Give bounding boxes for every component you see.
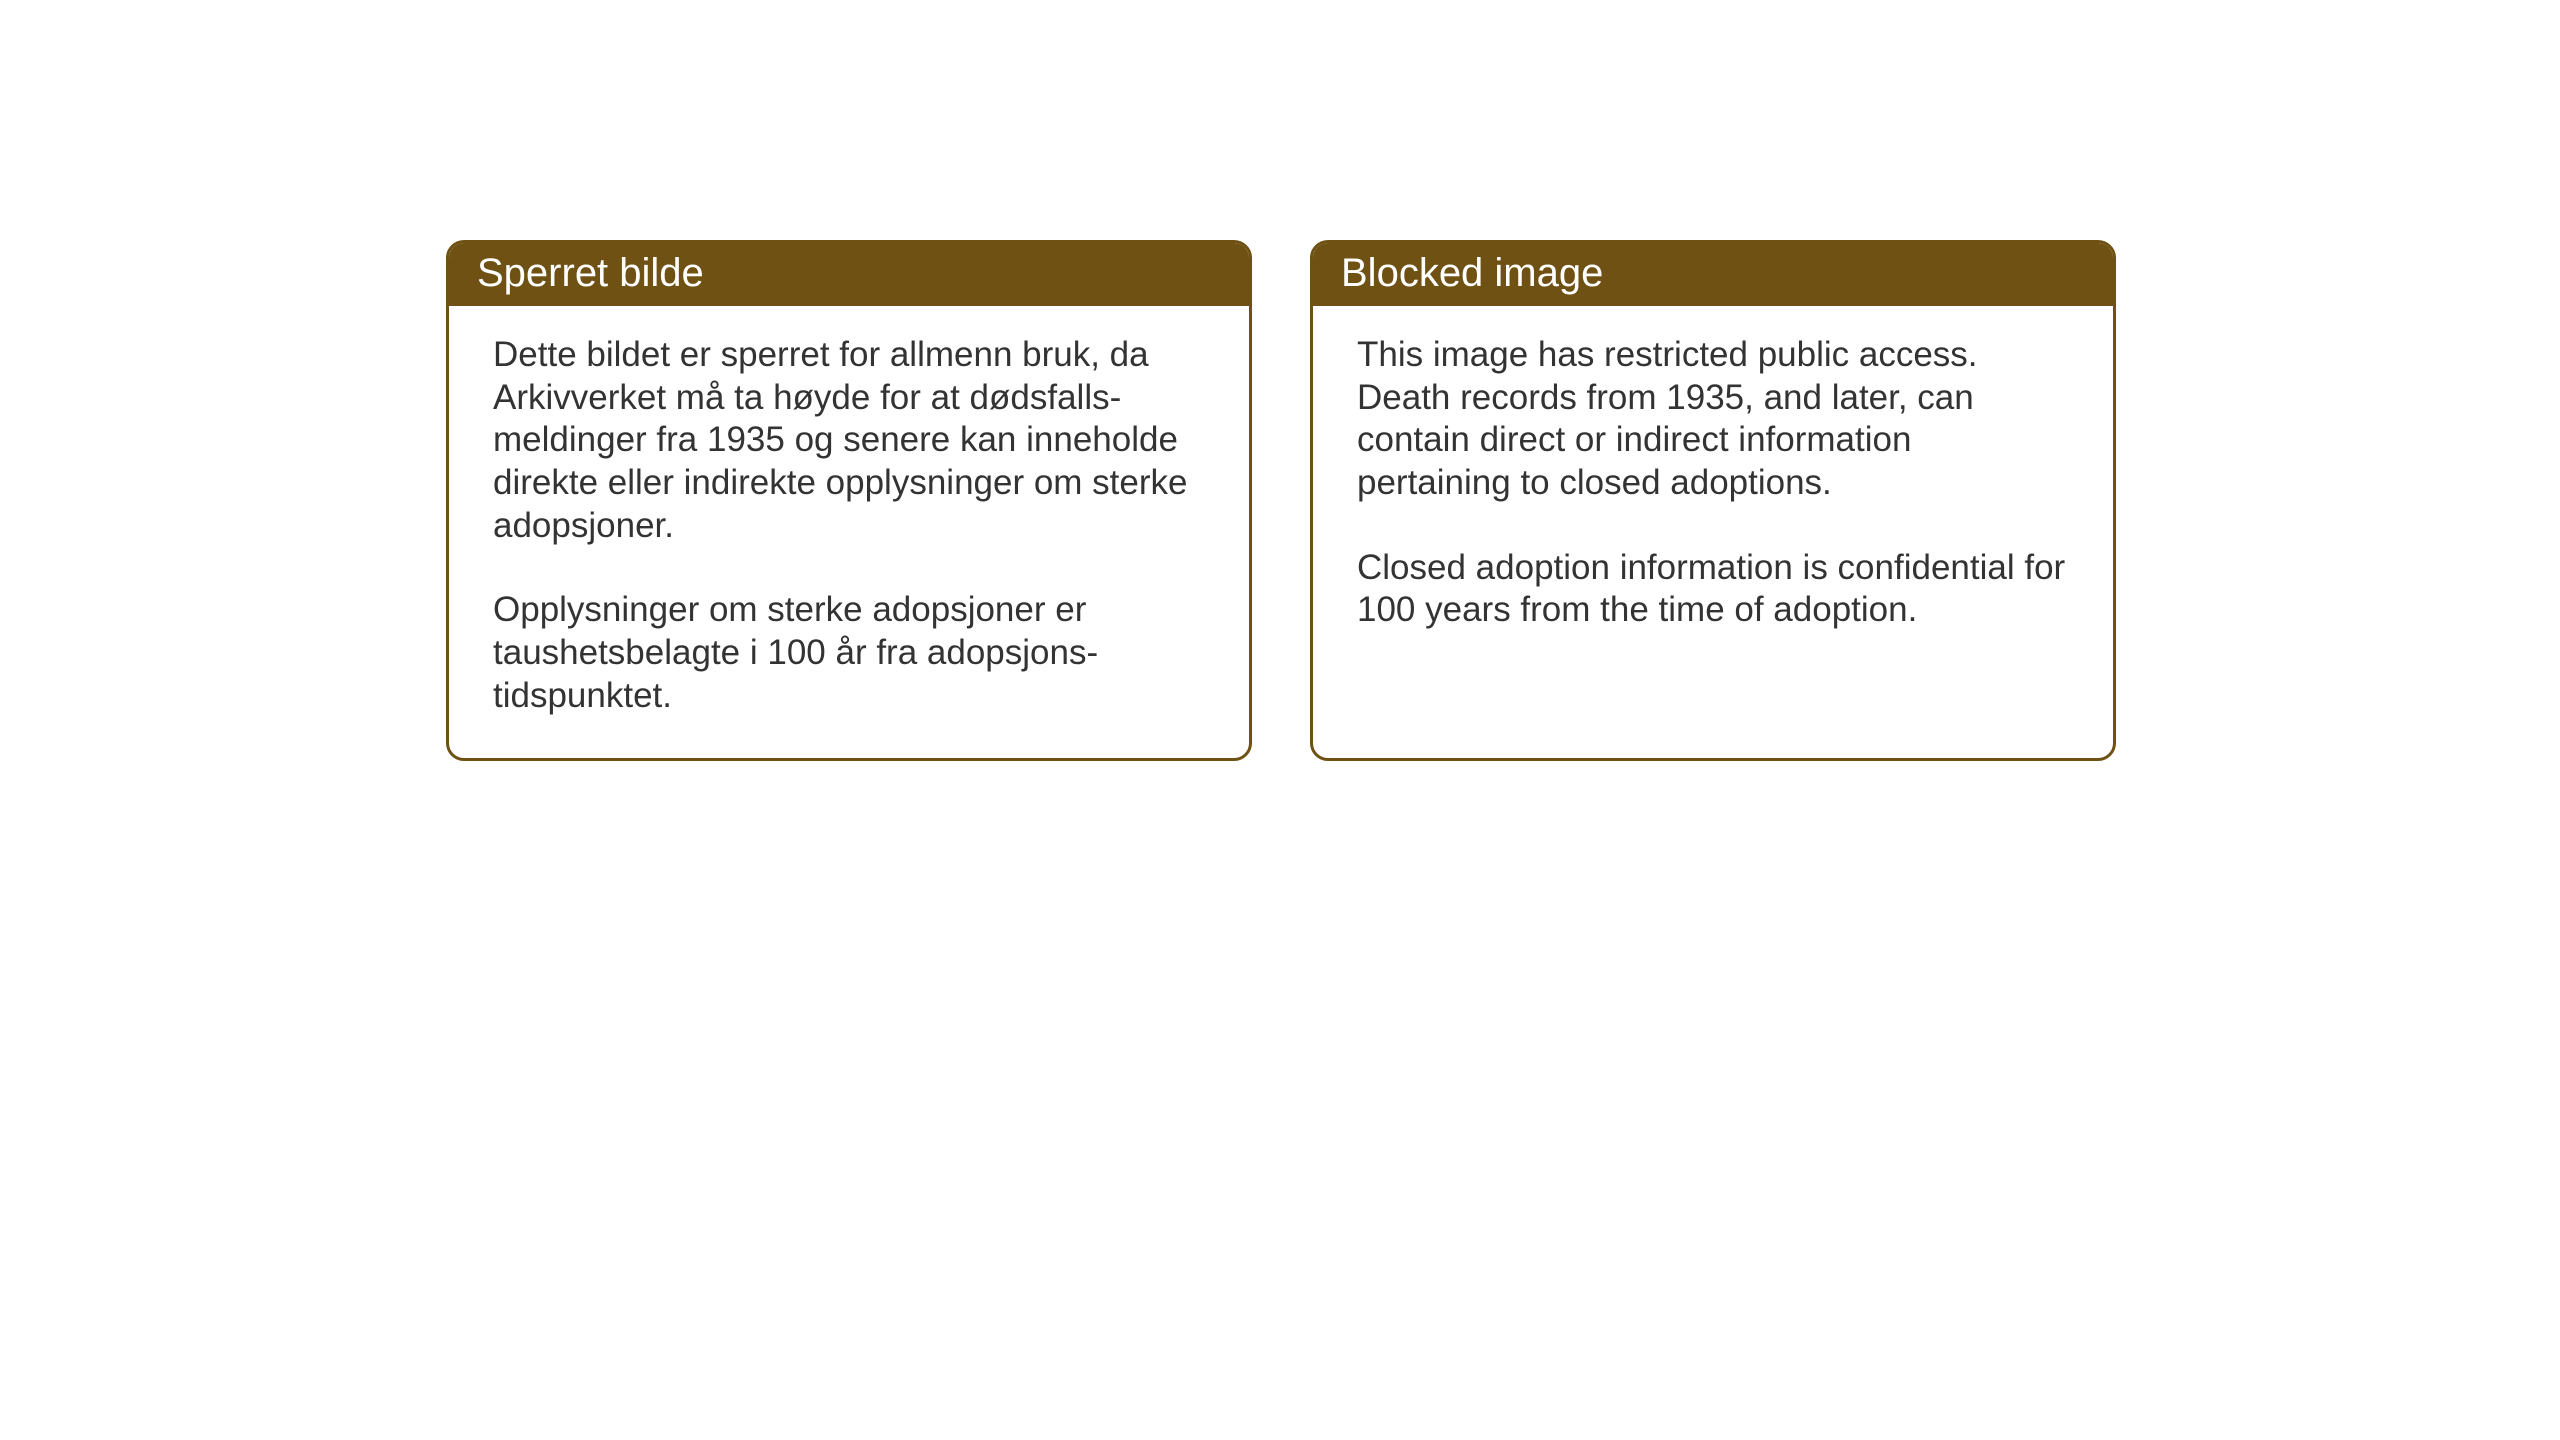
notice-title-norwegian: Sperret bilde bbox=[477, 251, 704, 295]
notice-card-norwegian: Sperret bilde Dette bildet er sperret fo… bbox=[446, 240, 1252, 761]
notice-body-norwegian: Dette bildet er sperret for allmenn bruk… bbox=[449, 306, 1249, 758]
notice-paragraph-2-norwegian: Opplysninger om sterke adopsjoner er tau… bbox=[493, 589, 1205, 717]
notice-paragraph-1-english: This image has restricted public access.… bbox=[1357, 334, 2069, 505]
notice-header-norwegian: Sperret bilde bbox=[449, 243, 1249, 306]
notice-title-english: Blocked image bbox=[1341, 251, 1603, 295]
notice-header-english: Blocked image bbox=[1313, 243, 2113, 306]
notice-paragraph-1-norwegian: Dette bildet er sperret for allmenn bruk… bbox=[493, 334, 1205, 547]
notice-paragraph-2-english: Closed adoption information is confident… bbox=[1357, 547, 2069, 632]
notice-card-english: Blocked image This image has restricted … bbox=[1310, 240, 2116, 761]
notice-body-english: This image has restricted public access.… bbox=[1313, 306, 2113, 672]
notice-container: Sperret bilde Dette bildet er sperret fo… bbox=[446, 240, 2116, 761]
